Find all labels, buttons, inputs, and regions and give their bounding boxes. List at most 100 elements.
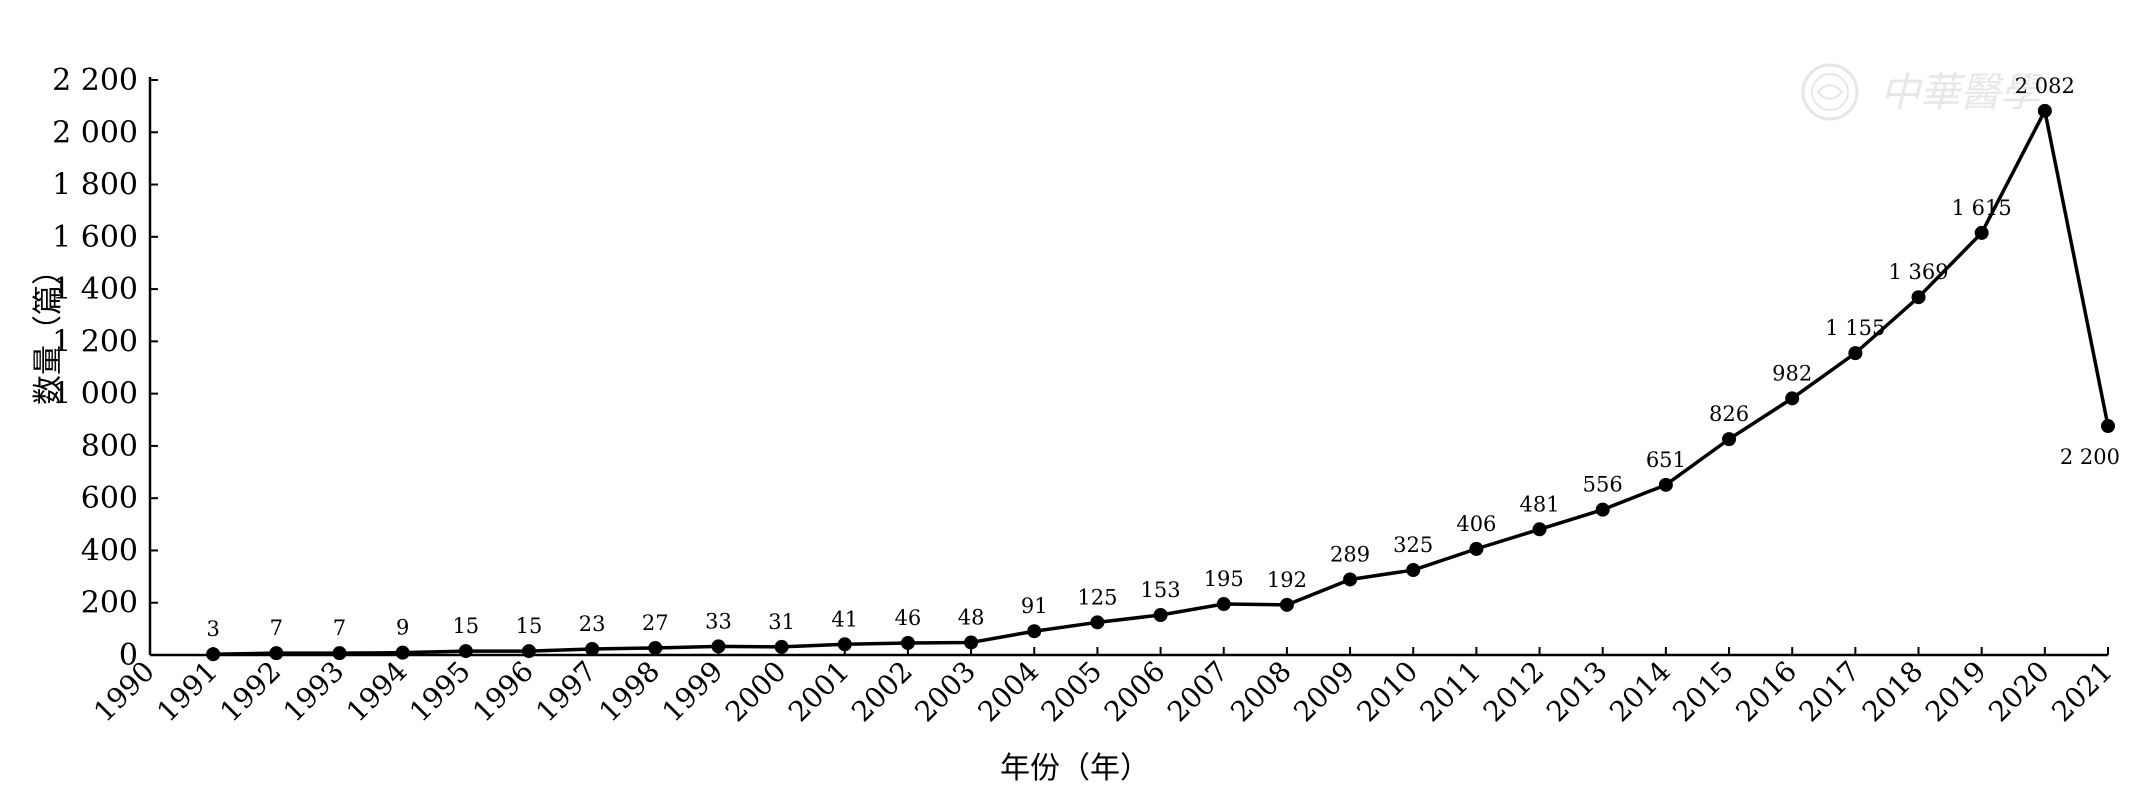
data-label: 481 (1520, 492, 1560, 516)
data-label: 3 (206, 617, 219, 641)
data-label: 125 (1077, 585, 1117, 609)
x-tick-label: 2001 (782, 655, 856, 729)
x-axis-ticks: 1990199119921993199419951996199719981999… (87, 647, 2119, 728)
data-label: 7 (270, 616, 283, 640)
data-label: 192 (1267, 568, 1307, 592)
data-label: 27 (642, 611, 669, 635)
x-tick-label: 2003 (908, 655, 982, 729)
data-label: 23 (579, 612, 606, 636)
data-point (458, 644, 473, 659)
data-label: 46 (895, 606, 922, 630)
data-point (1532, 522, 1547, 537)
data-labels: 3 7 7 9 15 15 23 27 33 31 41 46 48 91 125 153 195 192 289 3… (206, 74, 2120, 641)
y-tick-label: 200 (81, 586, 138, 621)
data-point (1406, 563, 1421, 578)
data-point (900, 635, 915, 650)
data-label: 195 (1204, 567, 1244, 591)
data-point (269, 646, 284, 661)
data-label: 15 (516, 614, 543, 638)
x-tick-label: 2010 (1350, 655, 1424, 729)
x-tick-label: 2019 (1919, 655, 1993, 729)
x-tick-label: 1995 (403, 655, 477, 729)
data-point (1785, 391, 1800, 406)
data-series (206, 103, 2115, 662)
data-point (1911, 290, 1926, 305)
data-point (395, 645, 410, 660)
series-line (213, 109, 2110, 656)
y-tick-label: 2 200 (52, 63, 138, 98)
data-point (837, 637, 852, 652)
x-tick-label: 1994 (340, 655, 414, 729)
y-tick-label: 1 600 (52, 220, 138, 255)
data-label: 651 (1646, 448, 1686, 472)
data-point (521, 644, 536, 659)
x-tick-label: 2020 (1982, 655, 2056, 729)
x-tick-label: 1998 (593, 655, 667, 729)
data-label: 31 (768, 610, 795, 634)
x-tick-label: 2011 (1414, 655, 1488, 729)
data-point (1090, 615, 1105, 630)
x-tick-label: 2006 (1098, 655, 1172, 729)
y-tick-label: 2 000 (52, 115, 138, 150)
x-tick-label: 2008 (1224, 655, 1298, 729)
data-label: 1 615 (1952, 196, 2012, 220)
x-tick-label: 2021 (2045, 655, 2119, 729)
data-label: 41 (831, 607, 858, 631)
x-tick-label: 2005 (1035, 655, 1109, 729)
x-tick-label: 2013 (1540, 655, 1614, 729)
data-point (1658, 477, 1673, 492)
data-point (1595, 502, 1610, 517)
axes (148, 77, 2108, 657)
data-label: 406 (1456, 512, 1496, 536)
x-tick-label: 1992 (214, 655, 288, 729)
x-tick-label: 1996 (466, 655, 540, 729)
x-tick-label: 2004 (971, 655, 1045, 729)
x-tick-label: 1993 (277, 655, 351, 729)
data-label: 325 (1393, 533, 1433, 557)
y-tick-label: 1 800 (52, 168, 138, 203)
data-point (1469, 541, 1484, 556)
y-tick-label: 400 (81, 533, 138, 568)
data-label: 982 (1772, 361, 1812, 385)
data-point (2037, 103, 2052, 118)
y-tick-label: 0 (119, 638, 138, 673)
data-label: 48 (958, 605, 985, 629)
data-label: 7 (333, 616, 346, 640)
watermark: 中華醫學 (1801, 63, 2043, 121)
x-tick-label: 2014 (1603, 655, 1677, 729)
x-axis-label: 年份（年） (1000, 751, 1150, 786)
y-tick-label: 600 (81, 481, 138, 516)
x-tick-label: 1999 (656, 655, 730, 729)
watermark-text: 中華醫學 (1880, 70, 2043, 116)
data-point (711, 639, 726, 654)
data-point (648, 640, 663, 655)
y-tick-label: 1 200 (52, 324, 138, 359)
x-tick-label: 1991 (150, 655, 224, 729)
y-axis-ticks: 0 200 400 600 800 1 000 1 200 1 400 1 600 1 800 2 … (52, 63, 158, 673)
data-point (1722, 432, 1737, 447)
data-label: 91 (1021, 594, 1048, 618)
watermark-seal-icon (1801, 63, 1859, 121)
data-label: 33 (705, 609, 732, 633)
data-label: 556 (1583, 473, 1623, 497)
y-tick-label: 1 000 (52, 377, 138, 412)
y-axis-label: 数量（篇） (31, 255, 66, 405)
data-label: 9 (396, 616, 409, 640)
data-point (1027, 624, 1042, 639)
y-tick-label: 800 (81, 429, 138, 464)
y-tick-label: 1 400 (52, 272, 138, 307)
data-point (1343, 572, 1358, 587)
data-point (332, 646, 347, 661)
data-point (1279, 597, 1294, 612)
data-point (1974, 225, 1989, 240)
data-label: 153 (1141, 578, 1181, 602)
data-label: 2 082 (2015, 74, 2075, 98)
x-tick-label: 2017 (1793, 655, 1867, 729)
x-tick-label: 2012 (1477, 655, 1551, 729)
data-point (1848, 346, 1863, 361)
data-label: 15 (452, 614, 479, 638)
data-point (585, 641, 600, 656)
x-tick-label: 2007 (1161, 655, 1235, 729)
x-tick-label: 2016 (1729, 655, 1803, 729)
data-point (1153, 608, 1168, 623)
